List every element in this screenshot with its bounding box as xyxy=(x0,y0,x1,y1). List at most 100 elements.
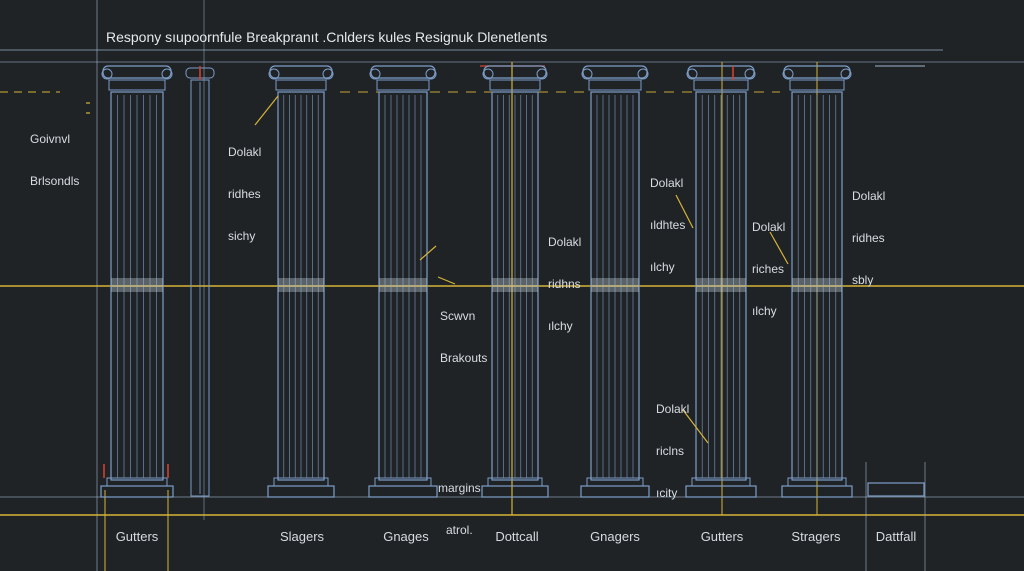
column-base xyxy=(586,477,644,487)
footer-label-dottcall: Dottcall xyxy=(495,529,539,544)
annotation-line: Dolakl xyxy=(852,189,886,203)
column-plinth xyxy=(100,485,174,498)
column xyxy=(781,65,853,498)
column-shaft xyxy=(277,91,325,481)
annotation-line: ridhes xyxy=(228,187,261,201)
column xyxy=(100,65,174,498)
annotation-line: riches xyxy=(752,262,785,276)
column-shaft xyxy=(590,91,640,481)
annotation-line: Scwvn xyxy=(440,309,476,323)
annotation-line: ridhes xyxy=(852,231,885,245)
annotation-line: ıldhtes xyxy=(650,218,686,232)
capital-volute xyxy=(637,68,649,80)
column-abacus xyxy=(108,79,166,91)
breakpoint-band xyxy=(696,278,746,292)
annotation-line: ılchy xyxy=(548,319,573,333)
annotation-line: Dolakl xyxy=(548,235,582,249)
annotation-line: atrol. xyxy=(446,523,473,537)
column-capital xyxy=(687,65,755,79)
annotation-line: Dolakl xyxy=(650,176,684,190)
column-shaft xyxy=(110,91,164,481)
capital-volute xyxy=(101,68,113,80)
column xyxy=(368,65,438,498)
leader-arrow xyxy=(254,95,279,126)
column-capital xyxy=(102,65,172,79)
column-capital xyxy=(269,65,333,79)
column-abacus xyxy=(789,79,845,91)
annotation-line: Brlsondls xyxy=(30,174,80,188)
column-base xyxy=(374,477,432,487)
leader-arrow xyxy=(675,194,694,229)
capital-volute xyxy=(425,68,437,80)
footer-label-gnagers: Gnagers xyxy=(590,529,640,544)
column-base xyxy=(691,477,751,487)
annotation-line: Dolakl xyxy=(228,145,262,159)
annotation-line: Dolakl xyxy=(752,220,786,234)
column-capital xyxy=(483,65,547,79)
annotation-margins: margins atrol. xyxy=(438,453,481,565)
footer-label-dattfall: Dattfall xyxy=(875,529,917,544)
column-abacus xyxy=(275,79,327,91)
column-shaft xyxy=(378,91,428,481)
capital-volute xyxy=(840,68,852,80)
annotation-line: Brakouts xyxy=(440,351,488,365)
diagram-title: Respony sıupoornfule Breakpranıt .Cnlder… xyxy=(106,29,548,45)
annotation-gutter-breakpoints: Goivnvl Brlsondls xyxy=(30,104,79,216)
column-capital xyxy=(582,65,648,79)
annotation-line: ılchy xyxy=(752,304,777,318)
annotation-dolakl-4: Dolakl riches ılchy xyxy=(752,192,785,346)
column-plinth xyxy=(481,485,549,498)
column-plinth xyxy=(267,485,335,498)
leader-arrow xyxy=(682,409,709,444)
leader-arrow xyxy=(769,231,789,265)
annotation-line: riclns xyxy=(656,444,685,458)
capital-volute xyxy=(482,68,494,80)
column-abacus xyxy=(489,79,541,91)
column-abacus xyxy=(376,79,430,91)
breakpoint-band xyxy=(379,278,427,292)
annotation-breakpoints: Scwvn Brakouts xyxy=(440,281,487,393)
breakpoint-band xyxy=(591,278,639,292)
capital-volute xyxy=(268,68,280,80)
column-abacus xyxy=(693,79,749,91)
column-base xyxy=(106,477,168,487)
annotation-line: sbly xyxy=(852,273,874,287)
capital-volute xyxy=(536,68,548,80)
annotation-line: ridhns xyxy=(548,277,581,291)
column-shaft xyxy=(791,91,843,481)
column-plinth xyxy=(685,485,757,498)
column-plinth xyxy=(368,485,438,498)
leader-arrow xyxy=(419,245,437,261)
annotation-line: Goivnvl xyxy=(30,132,71,146)
capital-volute xyxy=(744,68,756,80)
column-plinth xyxy=(580,485,650,498)
capital-volute xyxy=(161,68,173,80)
annotation-dolakl-1: Dolakl ridhes sichy xyxy=(228,117,261,271)
capital-volute xyxy=(369,68,381,80)
column-base xyxy=(487,477,543,487)
capital-volute xyxy=(322,68,334,80)
footer-label-gnages: Gnages xyxy=(383,529,429,544)
column xyxy=(267,65,335,498)
annotation-dolakl-6: Dolakl riclns ıcity xyxy=(656,374,689,528)
breakpoint-band xyxy=(492,278,538,292)
leader-arrow xyxy=(437,276,456,285)
capital-volute xyxy=(782,68,794,80)
footer-label-stragers: Stragers xyxy=(791,529,841,544)
column-capital xyxy=(783,65,851,79)
annotation-line: ıcity xyxy=(656,486,678,500)
columns-group xyxy=(100,65,925,498)
right-plinth-block xyxy=(867,482,925,497)
pilaster xyxy=(185,67,215,497)
footer-label-gutters: Gutters xyxy=(115,529,159,544)
annotation-line: sichy xyxy=(228,229,256,243)
column-plinth xyxy=(781,485,853,498)
annotation-dolakl-2: Dolakl ridhns ılchy xyxy=(548,207,581,361)
annotation-leaders xyxy=(86,95,789,444)
capital-volute xyxy=(581,68,593,80)
annotation-line: margins xyxy=(438,481,481,495)
breakpoint-band xyxy=(111,278,163,292)
column-base xyxy=(273,477,329,487)
